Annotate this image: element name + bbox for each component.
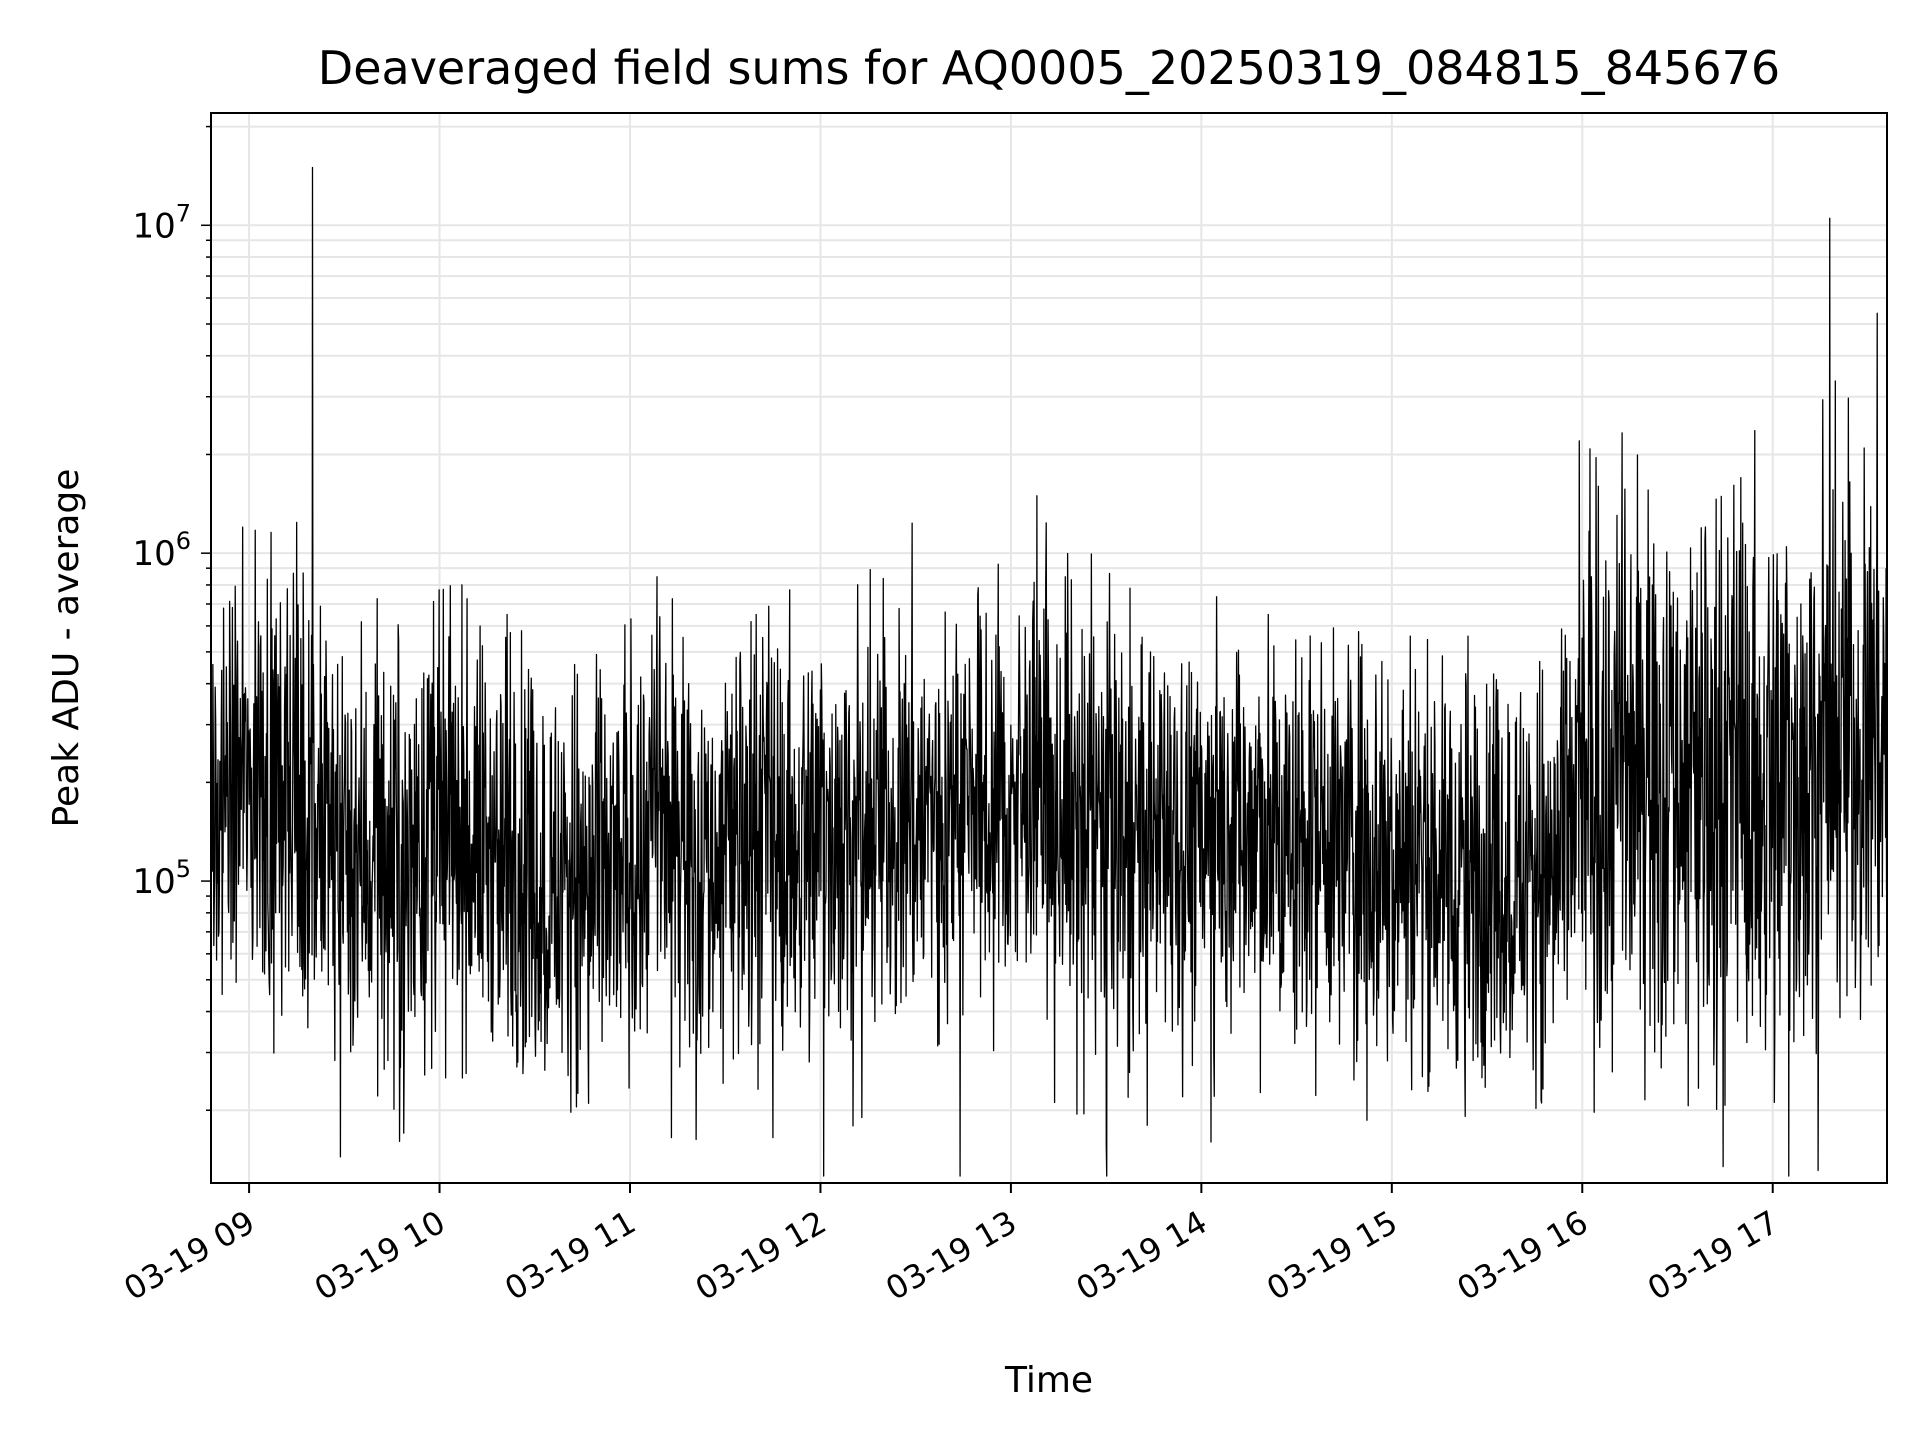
y-tick-label: 106: [132, 527, 191, 574]
y-tick-label: 105: [132, 855, 191, 902]
chart-title: Deaveraged field sums for AQ0005_2025031…: [318, 41, 1780, 95]
series-line: [210, 166, 1888, 1177]
y-axis-label: Peak ADU - average: [46, 469, 87, 828]
y-tick-label: 107: [132, 199, 191, 246]
series-group: [210, 166, 1888, 1177]
x-axis-label: Time: [1004, 1360, 1093, 1401]
grid: [211, 113, 1887, 1183]
plot-frame: [210, 112, 1888, 1184]
y-axis: 105 106 107: [132, 125, 211, 1112]
